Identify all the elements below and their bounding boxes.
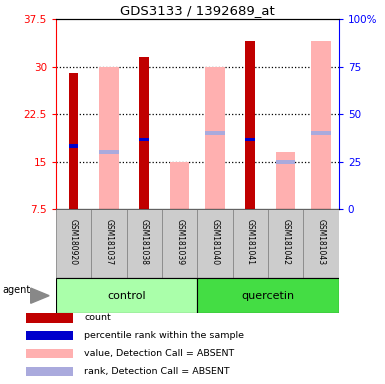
Text: GSM181043: GSM181043	[316, 219, 326, 265]
Bar	[205, 67, 225, 209]
Bar	[56, 209, 91, 278]
Text: rank, Detection Call = ABSENT: rank, Detection Call = ABSENT	[84, 367, 230, 376]
Text: GSM181041: GSM181041	[246, 220, 255, 265]
Text: quercetin: quercetin	[241, 291, 295, 301]
Bar	[311, 131, 331, 135]
Bar	[205, 131, 225, 135]
Polygon shape	[31, 288, 49, 303]
Text: GSM181040: GSM181040	[211, 219, 219, 265]
Bar	[233, 209, 268, 278]
Bar	[26, 331, 73, 340]
Text: count: count	[84, 313, 111, 323]
Bar	[303, 209, 339, 278]
Bar	[69, 73, 79, 209]
Bar	[268, 209, 303, 278]
Text: control: control	[107, 291, 146, 301]
Title: GDS3133 / 1392689_at: GDS3133 / 1392689_at	[120, 3, 275, 17]
Bar	[162, 209, 197, 278]
Bar	[139, 138, 149, 141]
Text: GSM180920: GSM180920	[69, 219, 78, 265]
Text: value, Detection Call = ABSENT: value, Detection Call = ABSENT	[84, 349, 234, 358]
Bar	[69, 144, 79, 148]
Bar	[170, 162, 189, 209]
Bar	[139, 57, 149, 209]
Bar	[245, 138, 255, 141]
Bar	[56, 278, 197, 313]
Bar	[26, 313, 73, 323]
Bar	[197, 278, 339, 313]
Text: agent: agent	[3, 285, 31, 296]
Bar	[91, 209, 127, 278]
Text: GSM181039: GSM181039	[175, 219, 184, 265]
Bar	[245, 41, 255, 209]
Bar	[99, 67, 119, 209]
Bar	[311, 41, 331, 209]
Text: GSM181038: GSM181038	[140, 220, 149, 265]
Bar	[26, 349, 73, 358]
Bar	[26, 367, 73, 376]
Bar	[197, 209, 233, 278]
Bar	[127, 209, 162, 278]
Text: GSM181037: GSM181037	[104, 219, 114, 265]
Bar	[276, 152, 295, 209]
Text: percentile rank within the sample: percentile rank within the sample	[84, 331, 244, 340]
Text: GSM181042: GSM181042	[281, 220, 290, 265]
Bar	[99, 151, 119, 154]
Bar	[276, 160, 295, 164]
